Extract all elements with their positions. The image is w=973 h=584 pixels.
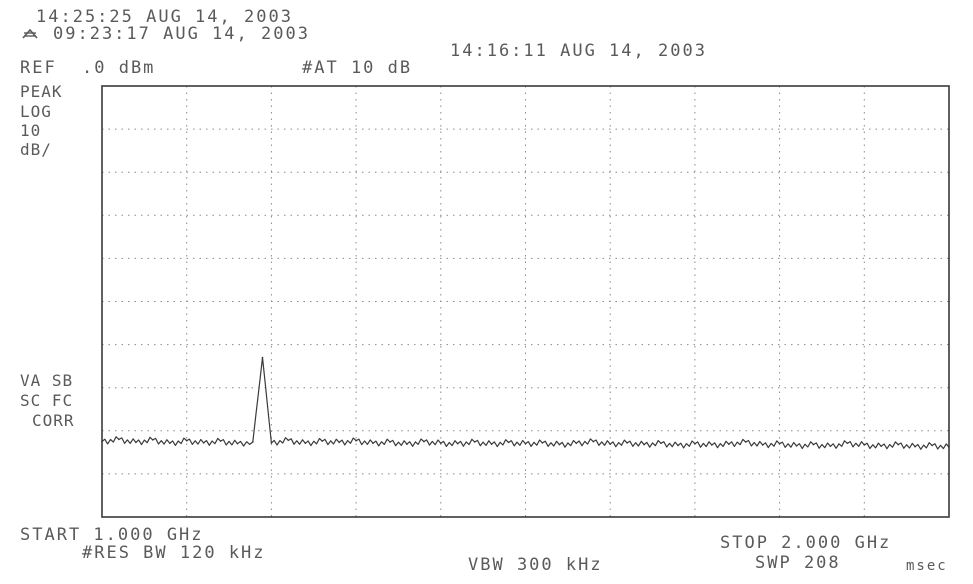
trace-point [456, 442, 459, 445]
trace-point [202, 442, 205, 444]
trace-point [406, 443, 408, 446]
trace-point [270, 442, 273, 444]
trace-point [677, 444, 679, 447]
trace-point [897, 443, 899, 446]
ref-label: REF [20, 58, 57, 78]
trace-point [524, 442, 527, 445]
trace-point [711, 444, 713, 446]
start-frequency: START 1.000 GHz [20, 525, 204, 545]
scale-type: LOG [20, 102, 52, 121]
trace-point [863, 444, 866, 446]
trace-point [592, 440, 595, 443]
trace-point [185, 439, 188, 442]
trace-point [795, 445, 798, 447]
sweep-time-unit: msec [906, 558, 948, 574]
scale-value: 10 [20, 121, 42, 140]
timestamp: 14:25:25 AUG 14, 2003 [36, 7, 293, 27]
graticule [102, 86, 949, 517]
trace-point [219, 440, 222, 442]
trace-point [423, 440, 425, 443]
trace-point [643, 443, 645, 446]
trace-point [321, 440, 324, 442]
trace-point [152, 439, 154, 441]
trace-point [728, 443, 730, 446]
trace-point [948, 446, 950, 449]
trace-point [261, 356, 264, 359]
trace-point [575, 442, 578, 445]
status-line-1: VA SB [20, 371, 74, 390]
scale-unit: dB/ [20, 140, 52, 159]
trace-point [812, 443, 815, 446]
status-line-3: CORR [32, 411, 75, 430]
trace-point [507, 441, 510, 444]
trace-compare-icon [22, 28, 38, 39]
trace-point [252, 441, 254, 443]
trace-point [355, 439, 357, 442]
trace-point [694, 442, 696, 445]
trace-point [761, 444, 764, 446]
trace-point [541, 442, 544, 444]
trace-point [880, 445, 882, 448]
trace-point [135, 441, 137, 444]
trace-point [829, 445, 832, 448]
trace-point [440, 442, 442, 445]
trace-point [626, 442, 628, 444]
sweep-time: SWP 208 [755, 553, 841, 573]
detector-mode: PEAK [20, 82, 63, 101]
trace-point [118, 438, 120, 441]
trace-point [558, 443, 561, 446]
trace-point [744, 441, 747, 443]
trace-range-start: 09:23:17 AUG 14, 2003 [53, 24, 310, 44]
stop-frequency: STOP 2.000 GHz [720, 533, 892, 553]
plot-frame [101, 85, 950, 518]
trace-range-end: 14:16:11 AUG 14, 2003 [450, 41, 707, 61]
trace-point [660, 442, 662, 445]
trace-point [931, 444, 933, 447]
trace-point [846, 442, 849, 445]
trace-point [914, 445, 916, 448]
trace-point [609, 443, 611, 446]
attenuation-setting: #AT 10 dB [302, 58, 413, 78]
trace-point [490, 443, 493, 446]
video-bandwidth: VBW 300 kHz [468, 555, 603, 575]
trace-point [236, 442, 239, 445]
trace-point [287, 439, 290, 442]
resolution-bandwidth: #RES BW 120 kHz [82, 543, 266, 563]
trace-point [473, 441, 476, 443]
trace-point [389, 441, 391, 443]
ref-value: .0 dBm [82, 58, 156, 78]
spectrum-trace-line [101, 356, 950, 450]
trace-point [169, 442, 171, 445]
trace-point [338, 441, 341, 444]
trace-point [304, 442, 307, 445]
trace-point [372, 442, 374, 445]
trace-point [778, 442, 781, 445]
status-line-2: SC FC [20, 391, 74, 410]
trace-point [101, 440, 103, 443]
